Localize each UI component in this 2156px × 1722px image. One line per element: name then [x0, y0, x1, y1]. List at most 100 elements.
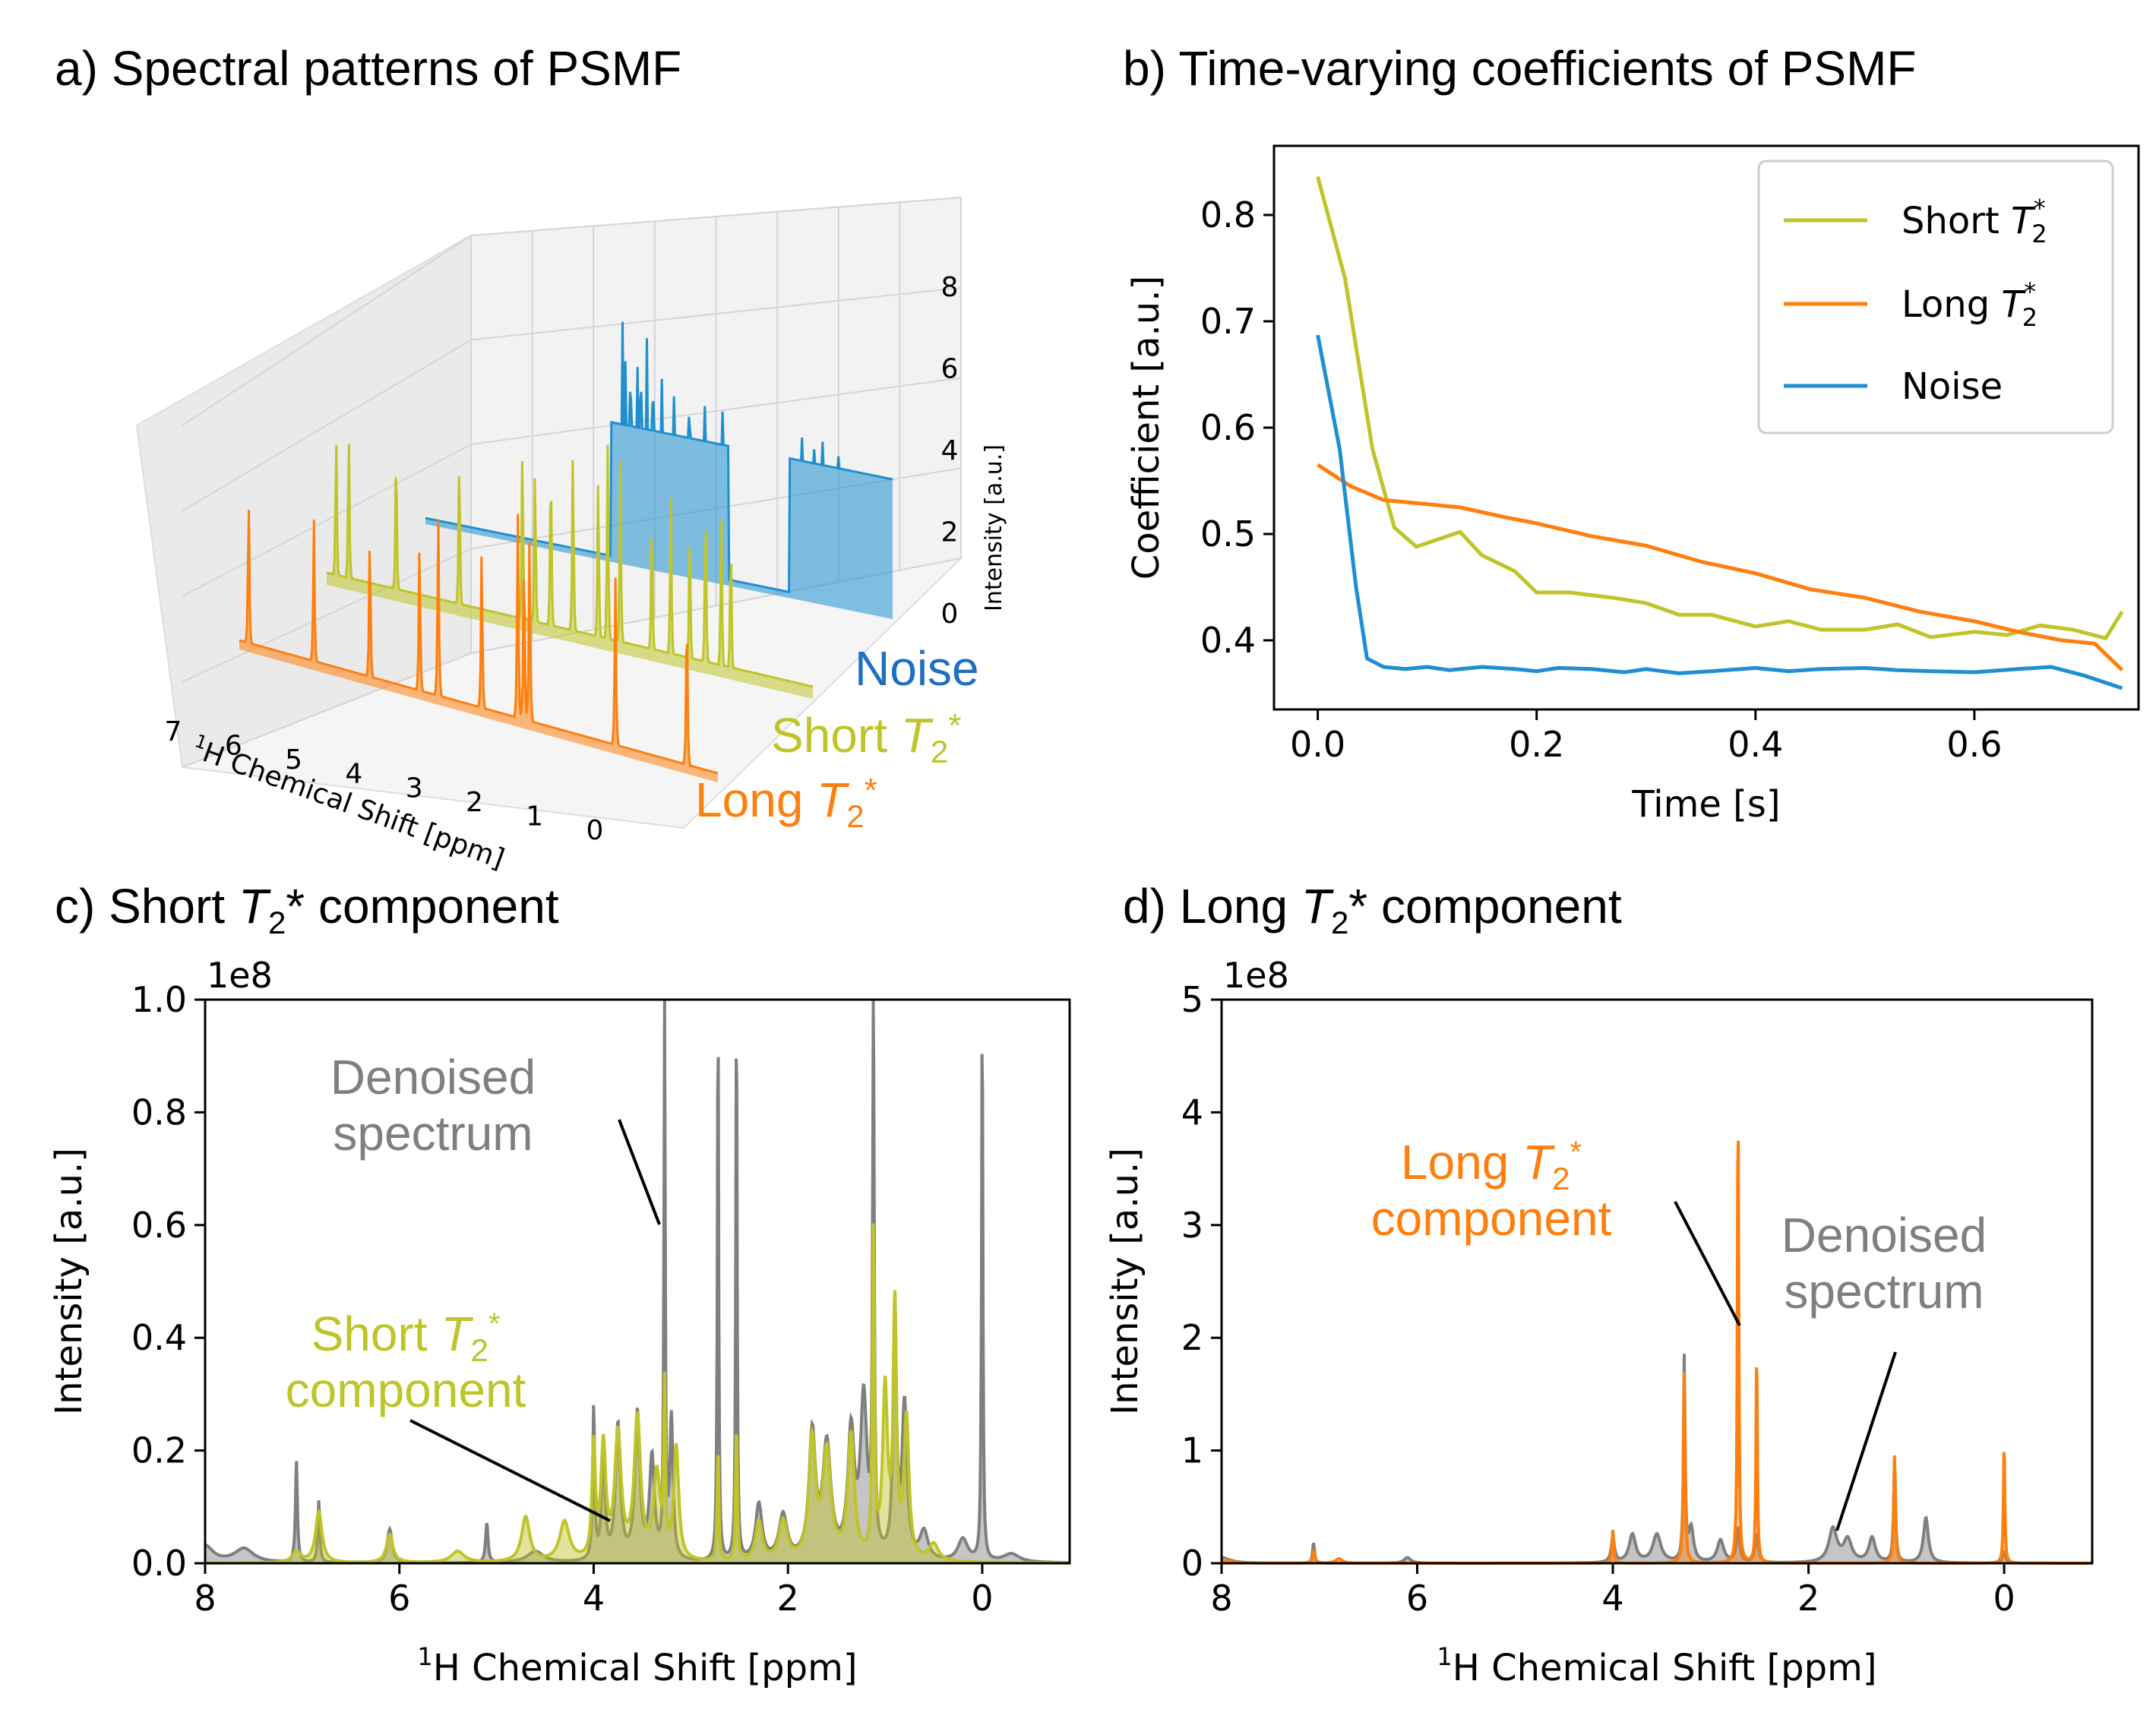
b-y-tick-label: 0.8	[1200, 194, 1256, 235]
b-x-tick-label: 0.2	[1509, 724, 1564, 765]
c-y-tick-label: 0.6	[131, 1205, 187, 1246]
a-left-grid-h	[182, 235, 472, 426]
d-x-tick-label: 4	[1601, 1578, 1623, 1619]
a-x-tick-label: 2	[466, 787, 483, 818]
c-axes-frame	[204, 998, 1071, 1565]
b-x-tick-label: 0.0	[1290, 724, 1345, 765]
b-series-noise-line	[1316, 334, 2123, 690]
b-series-lines	[1316, 175, 2124, 690]
c-y-tick-label: 0.8	[131, 1092, 187, 1133]
a-x-tick-label: 1	[526, 801, 543, 832]
c-x-tick-label: 8	[194, 1578, 216, 1619]
d-x-tick-label: 2	[1797, 1578, 1819, 1619]
a-series-layer	[239, 321, 893, 782]
c-y-tick-label: 0.4	[131, 1317, 187, 1358]
d-long-pointer	[1674, 1201, 1741, 1326]
b-y-axis-label: Coefficient [a.u.]	[1125, 276, 1168, 580]
d-denoised-pointer	[1835, 1351, 1897, 1531]
d-y-axis-label: Intensity [a.u.]	[1104, 1148, 1146, 1415]
d-x-axis-label: 1H Chemical Shift [ppm]	[1437, 1642, 1876, 1689]
panel-a-title: a) Spectral patterns of PSMF	[55, 41, 681, 96]
d-long-annotation: Long T2* component	[1371, 1135, 1612, 1246]
d-y-tick-label: 4	[1181, 1092, 1203, 1133]
c-short-pointer	[409, 1419, 611, 1522]
a-z-axis-label: Intensity [a.u.]	[981, 444, 1007, 611]
a-3d-pane	[135, 196, 964, 829]
a-z-tick-label: 4	[941, 435, 959, 466]
panel-c-title: c) Short T2* component	[55, 879, 559, 940]
d-series-layer	[1221, 1140, 2092, 1565]
a-z-tick-label: 8	[941, 272, 959, 303]
a-back-grid-h	[470, 197, 962, 236]
a-x-tick-label: 5	[285, 744, 302, 776]
b-x-tick-label: 0.4	[1728, 724, 1783, 765]
c-short-annotation: Short T2* component	[286, 1307, 526, 1417]
a-z-tick-label: 2	[941, 517, 959, 548]
panel-b-title: b) Time-varying coefficients of PSMF	[1123, 41, 1917, 96]
b-series-long-line	[1317, 463, 2124, 671]
a-z-tick-label: 6	[941, 354, 959, 385]
c-x-tick-label: 0	[971, 1578, 993, 1619]
a-x-tick-label: 3	[406, 773, 423, 804]
a-left-grid-h	[182, 339, 472, 512]
a-x-tick-label: 4	[345, 759, 362, 790]
c-x-tick-label: 6	[388, 1578, 410, 1619]
d-ticks: 8 6 4 2 0 0 1 2 3 4 5	[1181, 979, 2015, 1619]
b-y-tick-label: 0.5	[1200, 513, 1256, 555]
a-back-grid-h	[470, 377, 962, 445]
a-x-tick-label: 7	[165, 716, 182, 747]
a-long-line	[239, 510, 719, 775]
b-y-tick-label: 0.7	[1200, 301, 1256, 342]
a-z-ticks: 0 2 4 6 8	[941, 272, 959, 630]
d-denoised-annotation: Denoised spectrum	[1781, 1208, 1987, 1319]
a-back-grid-h	[470, 286, 962, 341]
c-short-line	[205, 1223, 1070, 1565]
d-offset-text: 1e8	[1223, 955, 1289, 996]
d-denoised-line	[1222, 1354, 2092, 1565]
c-denoised-pointer	[618, 1119, 661, 1225]
d-x-tick-label: 6	[1406, 1578, 1428, 1619]
a-noise-area	[425, 321, 893, 619]
a-short-line	[326, 444, 814, 688]
a-z-tick-label: 0	[941, 599, 959, 630]
b-legend-box	[1757, 160, 2114, 434]
d-y-tick-label: 1	[1181, 1430, 1203, 1471]
c-x-tick-label: 2	[777, 1578, 799, 1619]
d-y-tick-label: 5	[1181, 979, 1203, 1020]
a-legend-short: Short T2*	[771, 707, 961, 769]
b-legend-short-label: Short T2*	[1902, 194, 2047, 248]
b-y-tick-label: 0.6	[1200, 407, 1256, 448]
b-legend-noise-label: Noise	[1902, 365, 2003, 408]
b-legend-long-label: Long T2*	[1902, 277, 2037, 332]
d-axes-frame	[1220, 998, 2094, 1565]
b-series-short-line	[1316, 175, 2124, 640]
a-x-tick-label: 0	[586, 815, 604, 846]
d-y-tick-label: 3	[1181, 1205, 1203, 1246]
a-legend-long: Long T2*	[695, 772, 877, 834]
c-y-tick-label: 0.2	[131, 1430, 187, 1471]
d-long-area	[1222, 1140, 2092, 1563]
c-x-tick-label: 4	[583, 1578, 605, 1619]
a-left-grid-h	[182, 652, 472, 768]
a-left-grid-h	[182, 548, 472, 683]
d-y-tick-label: 0	[1181, 1543, 1203, 1584]
b-x-axis-label: Time [s]	[1631, 783, 1780, 826]
b-y-tick-label: 0.4	[1200, 620, 1256, 661]
d-x-tick-label: 8	[1210, 1578, 1232, 1619]
c-x-axis-label: 1H Chemical Shift [ppm]	[417, 1642, 857, 1689]
c-denoised-annotation: Denoised spectrum	[330, 1050, 536, 1161]
d-x-tick-label: 0	[1993, 1578, 2015, 1619]
d-long-line	[1221, 1140, 2092, 1565]
a-legend-noise: Noise	[855, 641, 979, 696]
panel-d-title: d) Long T2* component	[1123, 879, 1622, 940]
b-x-tick-label: 0.6	[1946, 724, 2002, 765]
a-noise-line	[425, 321, 893, 594]
panel-b-line-chart: 0.0 0.2 0.4 0.6 0.4 0.5 0.6 0.7 0.8 Time [s] Coe…	[1125, 144, 2140, 826]
c-y-tick-label: 0.0	[131, 1543, 187, 1584]
c-y-axis-label: Intensity [a.u.]	[48, 1148, 90, 1415]
b-ticks: 0.0 0.2 0.4 0.6 0.4 0.5 0.6 0.7 0.8	[1200, 194, 2003, 765]
a-x-tick-label: 6	[225, 731, 242, 762]
b-legend: Short T2* Long T2* Noise	[1757, 160, 2114, 434]
